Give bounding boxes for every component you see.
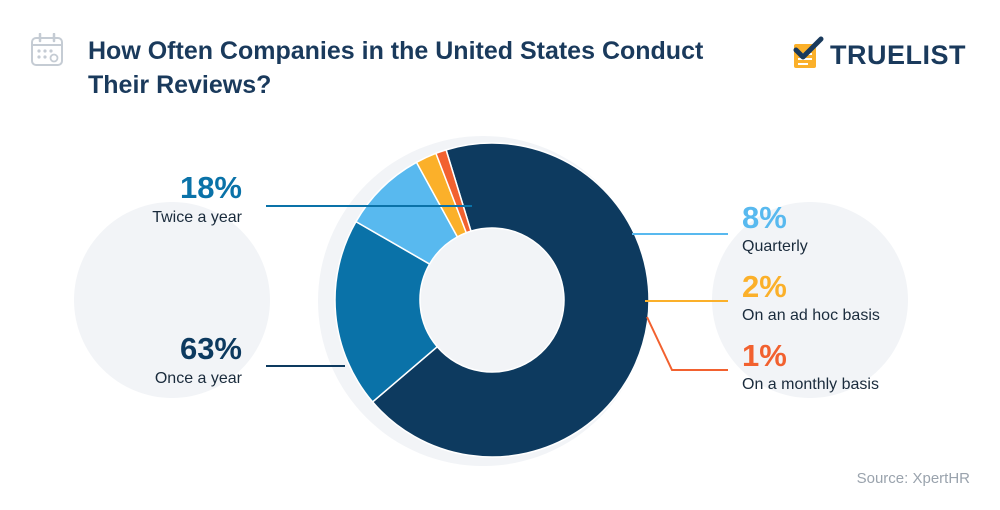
donut-slice-twice-a-year: [334, 220, 439, 403]
calendar-icon: [30, 32, 64, 72]
slice-value-quarterly: 8%: [742, 200, 787, 235]
chart-title: How Often Companies in the United States…: [88, 37, 704, 99]
slice-label-ad-hoc: On an ad hoc basis: [742, 307, 880, 324]
slice-label-twice-a-year: Twice a year: [152, 209, 242, 226]
truelist-logo: TRUELIST: [790, 36, 966, 75]
checklist-logo-icon: [790, 36, 824, 75]
slice-label-once-a-year: Once a year: [154, 370, 242, 387]
logo-text: TRUELIST: [830, 40, 966, 70]
slice-label-quarterly: Quarterly: [742, 238, 808, 255]
leader-line-monthly: [646, 316, 728, 371]
right-bg-circle: [712, 202, 908, 398]
donut-slice-once-a-year: [371, 142, 650, 458]
source-note: Source: XpertHR: [856, 470, 970, 487]
slice-label-monthly: On a monthly basis: [742, 376, 879, 393]
slice-value-monthly: 1%: [742, 338, 787, 373]
left-bg-circle: [74, 202, 270, 398]
slice-value-once-a-year: 63%: [179, 331, 242, 366]
slice-value-ad-hoc: 2%: [742, 269, 787, 304]
slice-value-twice-a-year: 18%: [179, 170, 242, 205]
donut-slice-monthly: [434, 148, 472, 234]
